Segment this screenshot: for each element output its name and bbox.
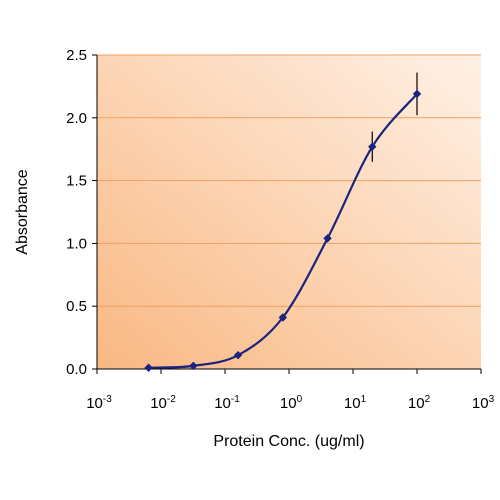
data-point [189,361,198,371]
x-tick-base: 10 [280,395,297,412]
x-tick-base: 10 [344,395,361,412]
y-tick-label: 1.0 [66,235,87,252]
data-point [323,234,332,243]
x-tick-base: 10 [408,395,425,412]
x-axis-title: Protein Conc. (ug/ml) [213,433,364,450]
x-tick-label: 102 [408,394,431,412]
x-tick-label: 101 [344,394,367,412]
x-tick-label: 10-1 [214,394,240,412]
x-tick-exponent: 1 [361,394,367,405]
x-tick-exponent: -1 [231,394,240,405]
x-tick-label: 103 [472,394,495,412]
series [144,72,422,372]
axes [92,54,482,374]
data-point [144,363,153,372]
data-point [278,313,287,322]
x-tick-exponent: 3 [489,394,495,405]
x-tick-label: 100 [280,394,303,412]
x-tick-exponent: 0 [297,394,303,405]
y-tick-label: 0.5 [66,298,87,315]
y-tick-label: 2.5 [66,47,87,64]
y-tick-label: 0.0 [66,361,87,378]
x-tick-base: 10 [150,395,167,412]
y-tick-label: 2.0 [66,110,87,127]
y-axis-title: Absorbance [14,169,31,254]
x-tick-base: 10 [214,395,231,412]
y-tick-label: 1.5 [66,173,87,190]
x-tick-base: 10 [472,395,489,412]
x-tick-exponent: 2 [425,394,431,405]
tick-labels: 0.00.51.01.52.02.510-3 10-2 10-1 100 101 102 1… [66,47,494,412]
x-tick-base: 10 [86,395,103,412]
data-point [412,89,422,99]
x-tick-label: 10-2 [150,394,176,412]
gridlines [97,54,481,307]
x-tick-label: 10-3 [86,394,112,412]
data-point [233,350,243,360]
x-tick-exponent: -3 [103,394,112,405]
data-point [368,142,377,151]
x-tick-exponent: -2 [167,394,176,405]
plot-area [97,55,481,369]
